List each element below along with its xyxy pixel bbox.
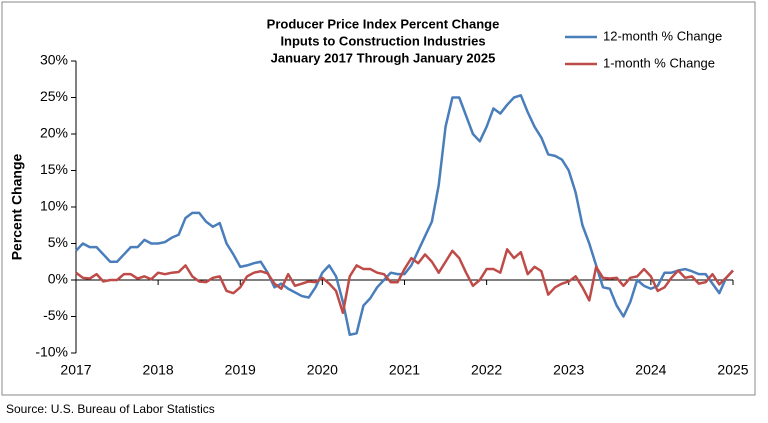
y-axis-label: Percent Change — [9, 153, 25, 260]
x-tick-label: 2019 — [225, 362, 256, 378]
x-tick-label: 2020 — [307, 362, 338, 378]
y-tick-label: 5% — [48, 234, 68, 250]
chart-subtitle: January 2017 Through January 2025 — [271, 50, 496, 65]
legend-label: 12-month % Change — [603, 28, 722, 43]
chart-title: Producer Price Index Percent Change — [267, 16, 500, 31]
series-line — [75, 94, 734, 336]
series-line — [75, 248, 734, 315]
x-tick-label: 2023 — [553, 362, 584, 378]
y-tick-label: -5% — [43, 307, 68, 323]
x-tick-label: 2018 — [143, 362, 174, 378]
x-tick-label: 2024 — [635, 362, 666, 378]
x-tick-label: 2025 — [717, 362, 748, 378]
y-tick-label: 0% — [48, 271, 68, 287]
x-tick-label: 2021 — [389, 362, 420, 378]
x-tick-label: 2022 — [471, 362, 502, 378]
y-tick-label: 30% — [40, 52, 68, 68]
x-tick-label: 2017 — [60, 362, 91, 378]
legend-label: 1-month % Change — [603, 55, 715, 70]
chart-frame — [1, 1, 756, 396]
y-tick-label: 15% — [40, 161, 68, 177]
y-tick-label: 20% — [40, 125, 68, 141]
chart-subtitle: Inputs to Construction Industries — [280, 33, 485, 48]
y-tick-label: 25% — [40, 88, 68, 104]
source-note: Source: U.S. Bureau of Labor Statistics — [6, 402, 215, 416]
y-tick-label: -10% — [35, 344, 68, 360]
y-tick-label: 10% — [40, 198, 68, 214]
